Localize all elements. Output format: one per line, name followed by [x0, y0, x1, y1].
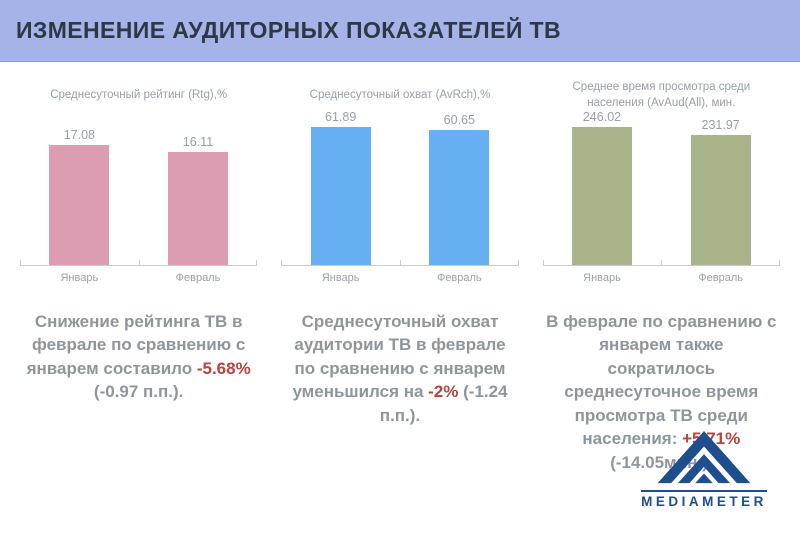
summary-highlight: -5.68% [196, 358, 251, 378]
axis-tick [20, 260, 21, 265]
axis-tick [138, 260, 140, 265]
mediameter-logo: MEDIAMETER [628, 431, 780, 509]
chart-reach: Среднесуточный охват (AvRch),% 61.89 60.… [269, 74, 530, 284]
nested-triangle-icon [657, 431, 751, 484]
header: ИЗМЕНЕНИЕ АУДИТОРНЫХ ПОКАЗАТЕЛЕЙ ТВ [0, 0, 800, 62]
chart-rating: Среднесуточный рейтинг (Rtg),% 17.08 16.… [8, 74, 269, 284]
summary-text: Снижение рейтинга ТВ в феврале по сравне… [26, 312, 246, 378]
x-label-january: Январь [321, 272, 360, 284]
axis-tick [517, 260, 519, 265]
x-label-january: Январь [583, 272, 621, 284]
axis-tick [399, 260, 401, 265]
summary-text: Среднесуточный охват аудитории ТВ в февр… [292, 312, 506, 402]
bar-value-label: 61.89 [325, 110, 357, 124]
summary-reach: Среднесуточный охват аудитории ТВ в февр… [269, 310, 530, 474]
summary-detail: (-1.24 п.п.). [379, 382, 508, 425]
bar-january [571, 127, 632, 265]
bar-group-february: 60.65 [400, 113, 519, 265]
summary-text: В феврале по сравнению с январем также с… [546, 312, 777, 449]
axis-tick [661, 260, 663, 265]
x-label-february: Февраль [436, 272, 482, 284]
bar-january [310, 127, 371, 265]
x-axis-labels: Январь Февраль [281, 266, 518, 284]
logo-wordmark: MEDIAMETER [641, 490, 767, 509]
summary-detail: (-0.97 п.п.). [93, 382, 184, 402]
x-label-february: Февраль [175, 272, 221, 284]
summaries-row: Снижение рейтинга ТВ в феврале по сравне… [0, 310, 800, 474]
bar-value-label: 60.65 [443, 113, 475, 127]
bar-group-january: 17.08 [20, 128, 139, 265]
chart-reach-title: Среднесуточный охват (AvRch),% [309, 89, 491, 102]
bar-group-january: 61.89 [281, 110, 400, 265]
bar-february [429, 130, 490, 265]
bar-february [690, 135, 751, 265]
chart-viewing-time: Среднее время просмотра среди населения … [531, 74, 792, 284]
bar-group-january: 246.02 [543, 110, 662, 265]
bar-value-label: 246.02 [582, 110, 622, 124]
bar-group-february: 231.97 [661, 118, 780, 265]
x-label-february: Февраль [698, 272, 743, 284]
x-axis-labels: Январь Февраль [543, 266, 780, 284]
bar-value-label: 231.97 [701, 118, 740, 132]
chart-rating-plot: 17.08 16.11 [20, 118, 258, 266]
bar-group-february: 16.11 [139, 135, 258, 265]
charts-row: Среднесуточный рейтинг (Rtg),% 17.08 16.… [0, 62, 800, 284]
axis-tick [256, 260, 258, 265]
chart-reach-plot: 61.89 60.65 [281, 110, 519, 266]
bar-value-label: 16.11 [182, 135, 214, 149]
chart-viewing-time-plot: 246.02 231.97 [542, 110, 780, 266]
bar-value-label: 17.08 [63, 128, 95, 142]
x-label-january: Январь [60, 272, 99, 284]
axis-tick [778, 260, 780, 265]
summary-viewing-time: В феврале по сравнению с январем также с… [531, 310, 792, 474]
axis-tick [281, 260, 283, 265]
page-title: ИЗМЕНЕНИЕ АУДИТОРНЫХ ПОКАЗАТЕЛЕЙ ТВ [16, 17, 562, 43]
chart-rating-title: Среднесуточный рейтинг (Rtg),% [50, 89, 228, 102]
x-axis-labels: Январь Февраль [20, 266, 257, 284]
chart-viewing-time-title: Среднее время просмотра среди населения … [572, 81, 751, 109]
summary-highlight: -2% [428, 382, 459, 402]
axis-tick [542, 260, 544, 265]
bar-february [167, 152, 228, 265]
summary-rating: Снижение рейтинга ТВ в феврале по сравне… [8, 310, 269, 474]
bar-january [49, 145, 110, 265]
